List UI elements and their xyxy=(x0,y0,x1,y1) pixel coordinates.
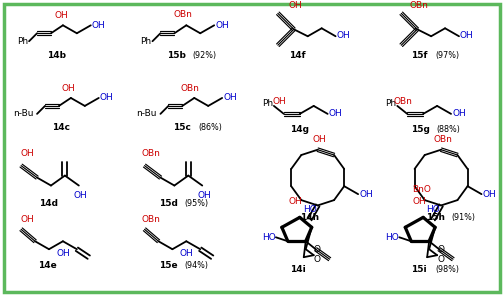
Text: (98%): (98%) xyxy=(435,265,459,274)
Text: (92%): (92%) xyxy=(193,51,216,60)
Text: Ph: Ph xyxy=(17,37,28,46)
Text: OH: OH xyxy=(179,249,193,258)
Text: (97%): (97%) xyxy=(435,51,459,60)
Text: 15c: 15c xyxy=(173,123,192,132)
Text: OH: OH xyxy=(54,11,68,20)
Text: (88%): (88%) xyxy=(436,125,460,134)
Text: HO: HO xyxy=(426,205,440,214)
Text: Ph: Ph xyxy=(386,99,397,109)
Text: Ph: Ph xyxy=(262,99,273,109)
Text: OH: OH xyxy=(412,197,426,206)
Text: OH: OH xyxy=(215,21,229,30)
Text: 15b: 15b xyxy=(167,51,186,60)
Text: OH: OH xyxy=(482,190,496,199)
Text: (91%): (91%) xyxy=(451,213,475,222)
Text: OBn: OBn xyxy=(174,10,193,19)
Text: HO: HO xyxy=(303,205,317,214)
Text: OH: OH xyxy=(20,149,34,158)
Text: O: O xyxy=(437,245,444,254)
Text: OBn: OBn xyxy=(410,1,428,10)
Text: 15i: 15i xyxy=(411,265,427,274)
Text: (95%): (95%) xyxy=(184,199,209,208)
Text: O: O xyxy=(313,255,321,264)
Text: (86%): (86%) xyxy=(198,123,222,132)
Text: 14g: 14g xyxy=(290,125,309,134)
Text: 14c: 14c xyxy=(52,123,70,132)
Text: OH: OH xyxy=(20,215,34,224)
Text: 14e: 14e xyxy=(38,261,56,270)
Text: OH: OH xyxy=(100,94,113,102)
Text: OH: OH xyxy=(337,31,350,40)
Text: OH: OH xyxy=(313,135,327,144)
Text: OBn: OBn xyxy=(141,215,160,224)
Text: HO: HO xyxy=(262,233,276,242)
Text: O: O xyxy=(313,245,321,254)
Text: OH: OH xyxy=(198,191,211,200)
Text: 15h: 15h xyxy=(425,213,445,222)
Text: OBn: OBn xyxy=(394,97,413,106)
Text: (94%): (94%) xyxy=(184,261,208,270)
Text: O: O xyxy=(437,255,444,264)
Text: OH: OH xyxy=(223,94,237,102)
Text: HO: HO xyxy=(386,233,399,242)
Text: OBn: OBn xyxy=(433,135,453,144)
Text: 14b: 14b xyxy=(47,51,67,60)
Text: OBn: OBn xyxy=(181,83,200,93)
Text: OH: OH xyxy=(92,21,105,30)
Text: OH: OH xyxy=(61,83,75,93)
Text: n-Bu: n-Bu xyxy=(13,109,34,118)
Text: 14d: 14d xyxy=(39,199,58,208)
Text: BnO: BnO xyxy=(412,185,430,194)
Text: 14h: 14h xyxy=(300,213,319,222)
Text: 15g: 15g xyxy=(411,125,429,134)
Text: 15d: 15d xyxy=(159,199,178,208)
Text: 15e: 15e xyxy=(159,261,178,270)
Text: OH: OH xyxy=(56,249,70,258)
Text: OH: OH xyxy=(273,97,287,106)
Text: OH: OH xyxy=(460,31,474,40)
Text: 14f: 14f xyxy=(289,51,306,60)
Text: 14i: 14i xyxy=(290,265,305,274)
Text: OH: OH xyxy=(329,109,342,118)
Text: Ph: Ph xyxy=(141,37,152,46)
Text: OBn: OBn xyxy=(141,149,160,158)
Text: n-Bu: n-Bu xyxy=(137,109,157,118)
Text: OH: OH xyxy=(289,1,303,10)
Text: 15f: 15f xyxy=(411,51,427,60)
Text: OH: OH xyxy=(359,190,373,199)
Text: OH: OH xyxy=(74,191,88,200)
Text: OH: OH xyxy=(452,109,466,118)
Text: OH: OH xyxy=(289,197,303,206)
